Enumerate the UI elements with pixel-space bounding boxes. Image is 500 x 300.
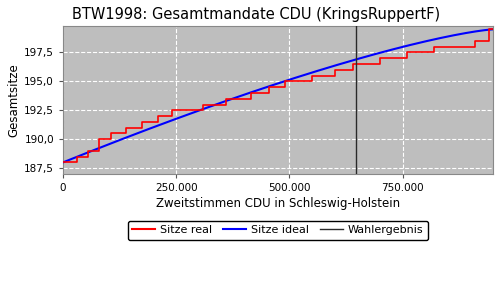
Sitze ideal xyxy=(403,44,409,48)
Y-axis label: Gesamtsitze: Gesamtsitze xyxy=(7,63,20,137)
Sitze real xyxy=(248,97,254,101)
Sitze ideal xyxy=(490,28,496,31)
Sitze real xyxy=(108,137,114,141)
Sitze real xyxy=(266,85,272,89)
Sitze ideal xyxy=(356,57,362,61)
Sitze real xyxy=(282,85,288,89)
Text: BTW1998: Gesamtmandate CDU (KringsRuppertF): BTW1998: Gesamtmandate CDU (KringsRupper… xyxy=(72,7,440,22)
Sitze real xyxy=(404,56,410,60)
Sitze real xyxy=(182,109,188,112)
X-axis label: Zweitstimmen CDU in Schleswig-Holstein: Zweitstimmen CDU in Schleswig-Holstein xyxy=(156,197,400,210)
Sitze real xyxy=(309,80,315,83)
Sitze real xyxy=(431,51,437,54)
Sitze ideal xyxy=(60,160,66,164)
Sitze real xyxy=(472,45,478,49)
Sitze real xyxy=(74,155,80,158)
Sitze real xyxy=(486,39,492,43)
Sitze real xyxy=(223,103,229,106)
Sitze real xyxy=(490,28,496,31)
Sitze real xyxy=(431,45,437,49)
Sitze real xyxy=(96,149,102,153)
Sitze real xyxy=(296,80,302,83)
Sitze real xyxy=(124,132,130,135)
Sitze ideal xyxy=(250,90,256,94)
Sitze real xyxy=(296,80,302,83)
Sitze ideal xyxy=(104,143,110,147)
Sitze real xyxy=(168,109,174,112)
Sitze real xyxy=(200,109,206,112)
Legend: Sitze real, Sitze ideal, Wahlergebnis: Sitze real, Sitze ideal, Wahlergebnis xyxy=(128,221,428,240)
Sitze real xyxy=(200,103,206,106)
Sitze real xyxy=(309,74,315,77)
Sitze real xyxy=(182,109,188,112)
Sitze real xyxy=(74,160,80,164)
Sitze real xyxy=(472,39,478,43)
Sitze real xyxy=(332,74,338,77)
Sitze real xyxy=(168,114,174,118)
Sitze real xyxy=(282,80,288,83)
Sitze real xyxy=(60,160,66,164)
Sitze real xyxy=(155,120,161,124)
Sitze real xyxy=(85,149,91,153)
Sitze real xyxy=(332,68,338,72)
Sitze real xyxy=(155,114,161,118)
Sitze real xyxy=(404,51,410,54)
Sitze real xyxy=(139,120,145,124)
Sitze real xyxy=(223,97,229,101)
Sitze real xyxy=(350,62,356,66)
Sitze real xyxy=(248,91,254,95)
Line: Sitze ideal: Sitze ideal xyxy=(63,29,493,162)
Sitze real xyxy=(266,91,272,95)
Sitze real xyxy=(139,126,145,130)
Sitze real xyxy=(108,132,114,135)
Sitze real xyxy=(85,155,91,158)
Sitze real xyxy=(486,28,492,31)
Sitze real xyxy=(96,137,102,141)
Sitze real xyxy=(454,45,460,49)
Line: Sitze real: Sitze real xyxy=(63,29,493,162)
Sitze real xyxy=(454,45,460,49)
Sitze real xyxy=(377,62,383,66)
Sitze real xyxy=(124,126,130,130)
Sitze ideal xyxy=(396,46,402,50)
Sitze ideal xyxy=(234,95,240,99)
Sitze real xyxy=(350,68,356,72)
Sitze real xyxy=(377,56,383,60)
